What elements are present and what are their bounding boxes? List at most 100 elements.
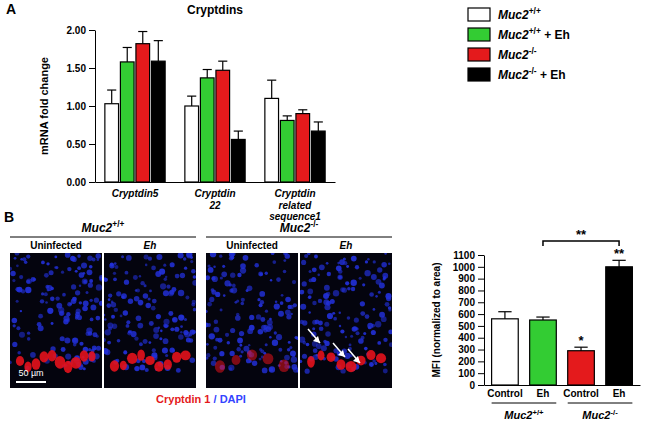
- bar: [492, 319, 519, 385]
- y-tick-mark: [478, 350, 484, 351]
- gene-name: Muc2: [582, 409, 610, 421]
- legend-entry: Muc2-/-: [468, 46, 537, 62]
- y-tick-mark: [478, 326, 484, 327]
- gene-name: Muc2: [498, 48, 529, 62]
- legend-entry: Muc2+/+: [468, 6, 541, 22]
- genotype: -/-: [610, 408, 618, 417]
- y-tick: 0.00: [67, 177, 95, 188]
- group-rule: [568, 403, 633, 404]
- error-bar: [314, 122, 323, 131]
- micrograph-label: Uninfected: [30, 240, 82, 251]
- bar: [296, 114, 310, 182]
- y-tick-label: 600: [458, 309, 475, 320]
- genotype: +/+: [532, 408, 544, 417]
- bar: [280, 120, 294, 182]
- gene-name: Muc2: [280, 221, 311, 235]
- x-tick: Cryptdin22: [194, 188, 235, 211]
- x-tick: Eh: [537, 388, 550, 399]
- legend-swatch: [468, 48, 490, 61]
- x-tick-label-line: Cryptdin: [274, 188, 315, 199]
- micrograph-label: Uninfected: [226, 240, 278, 251]
- y-tick-mark: [478, 373, 484, 374]
- significance: **: [576, 227, 587, 242]
- x-tick-label: Eh: [613, 388, 626, 399]
- error-bar: [234, 131, 243, 139]
- y-tick-label: 0.00: [67, 177, 87, 188]
- y-tick-label: 0: [469, 380, 475, 391]
- genotype: -/-: [310, 219, 318, 229]
- y-tick: 2.00: [67, 25, 95, 36]
- x-axis-line: [96, 182, 336, 183]
- x-tick: Control: [563, 388, 599, 399]
- y-tick-label: 400: [458, 332, 475, 343]
- bar: [216, 70, 230, 182]
- y-tick-mark: [478, 290, 484, 291]
- x-axis-line: [485, 385, 641, 386]
- y-tick: 800: [458, 285, 484, 296]
- bar: [568, 351, 595, 385]
- legend-entry: Muc2+/+ + Eh: [468, 26, 570, 42]
- chart-title: Cryptdins: [187, 3, 243, 17]
- gene-name: Muc2: [82, 221, 113, 235]
- y-axis-line: [95, 31, 96, 183]
- y-tick: 1.00: [67, 101, 95, 112]
- scale-bar: [16, 381, 46, 383]
- panel-label: B: [4, 209, 14, 225]
- y-tick: 300: [458, 344, 484, 355]
- bar: [105, 104, 119, 182]
- y-tick-label: 900: [458, 273, 475, 284]
- y-tick: 600: [458, 309, 484, 320]
- legend: Muc2+/+Muc2+/+ + EhMuc2-/-Muc2-/- + Eh: [468, 6, 570, 82]
- y-tick-mark: [478, 279, 484, 280]
- x-axis: Cryptdin5Cryptdin22Cryptdinrelatedsequen…: [96, 183, 336, 223]
- micrograph-label: Eh: [340, 240, 353, 251]
- y-tick-mark: [478, 267, 484, 268]
- y-tick-label: 2.00: [67, 25, 87, 36]
- y-tick: 1100: [453, 250, 484, 261]
- y-tick: 700: [458, 297, 484, 308]
- y-tick-mark: [89, 68, 95, 69]
- x-tick-label: Control: [487, 388, 523, 399]
- legend-swatch: [468, 68, 490, 81]
- bar: [265, 98, 279, 182]
- x-tick: Cryptdinrelatedsequence1: [269, 188, 321, 222]
- plot-area: [105, 32, 325, 182]
- group-label: Muc2+/+: [504, 408, 544, 421]
- x-tick-label-line: 22: [208, 200, 221, 211]
- y-tick-label: 300: [458, 344, 475, 355]
- group-rule: [492, 403, 557, 404]
- y-tick-label: 0.50: [67, 139, 87, 150]
- bar: [311, 131, 325, 182]
- genotype: +/+: [529, 26, 541, 36]
- x-tick: Eh: [613, 388, 626, 399]
- x-tick-label: Eh: [537, 388, 550, 399]
- legend-label: Muc2-/-: [498, 46, 537, 62]
- significance: **: [614, 246, 625, 261]
- error-bar: [187, 96, 196, 106]
- y-axis-title: MFI (normalized to area): [431, 262, 442, 377]
- bar: [231, 139, 245, 182]
- stain-part: /: [210, 393, 219, 405]
- micrograph-group-label: Muc2+/+: [82, 219, 125, 235]
- y-axis: 0.00 0.50 1.00 1.50 2.00: [67, 25, 96, 188]
- gene-name: Muc2: [498, 8, 529, 22]
- y-tick-mark: [89, 144, 95, 145]
- bar: [136, 44, 150, 182]
- x-tick: Control: [487, 388, 523, 399]
- legend-label: Muc2+/+: [498, 6, 541, 22]
- error-bar: [154, 41, 163, 62]
- x-tick-label: Cryptdin5: [112, 188, 159, 199]
- error-bar: [138, 32, 147, 44]
- scale-bar-label: 50 µm: [18, 368, 43, 378]
- figure: ACryptdinsmRNA fold change0.000.501.001.…: [0, 0, 660, 432]
- y-tick: 900: [458, 273, 484, 284]
- y-axis: 010020030040050060070080090010001100: [453, 250, 485, 391]
- legend-label: Muc2+/+ + Eh: [498, 26, 570, 42]
- y-tick: 0.50: [67, 139, 95, 150]
- x-tick-label-line: Cryptdin: [194, 188, 235, 199]
- y-tick: 100: [458, 368, 484, 379]
- error-bar: [203, 70, 212, 78]
- y-tick-mark: [478, 314, 484, 315]
- y-tick-label: 700: [458, 297, 475, 308]
- y-tick: 1.50: [67, 63, 95, 74]
